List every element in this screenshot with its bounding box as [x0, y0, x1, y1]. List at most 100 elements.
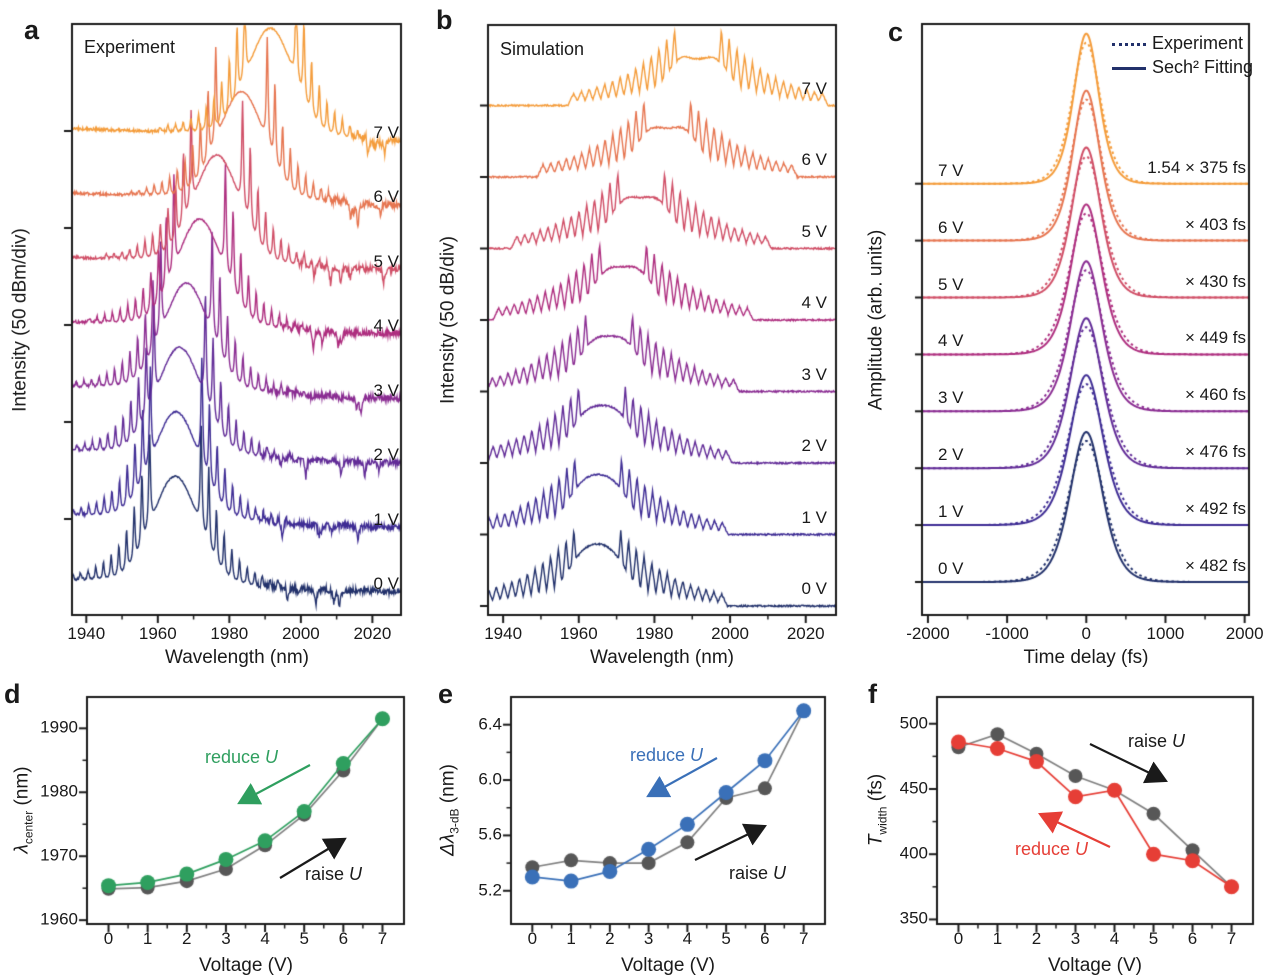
annotation-reduce-u: reduce U [205, 747, 279, 767]
panel-c-plot [860, 0, 1269, 680]
annotation-raise-u: raise U [729, 863, 787, 883]
x-tick-label: 1 [992, 929, 1003, 948]
trace-voltage-label: 4 V [373, 316, 399, 335]
x-tick-label: 2 [605, 929, 615, 948]
y-tick-label: 1980 [40, 781, 78, 801]
trace-voltage-label: 0 V [938, 559, 964, 578]
panel-e-x-axis-label: Voltage (V) [621, 955, 715, 976]
panel-a-title: Experiment [84, 37, 176, 57]
x-tick-label: 0 [1081, 624, 1092, 643]
panel-letter-b: b [436, 5, 453, 35]
x-tick-label: 0 [953, 929, 964, 948]
fit-width-label: 1.54 × 375 fs [1147, 157, 1246, 177]
x-tick-label: 2000 [1225, 624, 1264, 643]
panel-a: a Experiment Intensity (50 dBm/div) Wave… [0, 0, 430, 680]
x-tick-label: 2020 [353, 624, 392, 643]
x-tick-label: 1 [142, 929, 153, 948]
trace-voltage-label: 1 V [938, 502, 964, 522]
x-tick-label: 1980 [635, 624, 674, 643]
x-tick-label: 3 [221, 929, 231, 948]
panel-e-plot [430, 680, 860, 979]
x-tick-label: 1000 [1146, 624, 1185, 643]
x-tick-label: 1940 [484, 624, 523, 643]
x-tick-label: 3 [643, 929, 654, 948]
panel-d: d λcenter (nm) Voltage (V) reduce U rais… [0, 679, 430, 979]
x-tick-label: 2000 [711, 624, 749, 643]
fit-width-label: × 449 fs [1185, 328, 1246, 348]
x-tick-label: 5 [299, 929, 309, 948]
annotation-raise-u: raise U [305, 864, 363, 884]
panel-a-plot [0, 0, 430, 680]
panel-letter-c: c [888, 17, 904, 47]
panel-b-title: Simulation [500, 39, 585, 59]
trace-voltage-label: 2 V [938, 445, 964, 465]
panel-d-y-axis-label: λcenter (nm) [11, 766, 36, 854]
panel-letter-e: e [438, 679, 454, 709]
x-tick-label: 6 [760, 929, 770, 948]
trace-voltage-label: 0 V [801, 579, 827, 598]
x-tick-label: 4 [1109, 929, 1120, 948]
x-tick-label: 6 [1187, 929, 1198, 948]
x-tick-label: 0 [527, 929, 538, 948]
y-tick-label: 1970 [40, 845, 78, 865]
panel-c: c Amplitude (arb. units) Time delay (fs)… [860, 0, 1269, 680]
panel-d-plot [0, 680, 430, 979]
y-tick-label: 5.6 [478, 825, 502, 845]
y-tick-label: 1990 [40, 717, 78, 737]
panel-b-plot [430, 0, 860, 680]
trace-voltage-label: 1 V [373, 509, 399, 529]
x-tick-label: 7 [377, 929, 388, 948]
panel-f-y-axis-label: Twidth (fs) [865, 773, 890, 847]
y-tick-label: 500 [899, 713, 928, 733]
trace-voltage-label: 4 V [801, 293, 827, 312]
trace-voltage-label: 5 V [373, 251, 399, 271]
x-tick-label: 1960 [559, 624, 598, 643]
panel-f: f Twidth (fs) Voltage (V) raise U reduce… [860, 679, 1269, 979]
trace-voltage-label: 5 V [801, 221, 827, 241]
legend-item-experiment: Experiment [1152, 33, 1244, 53]
legend-swatch-dotted [1112, 43, 1146, 46]
x-tick-label: 0 [103, 929, 114, 948]
x-tick-label: 1980 [210, 624, 249, 643]
x-tick-label: 1 [566, 929, 576, 948]
x-tick-label: 1960 [138, 624, 177, 643]
annotation-reduce-u: reduce U [1015, 839, 1089, 859]
trace-voltage-label: 7 V [801, 78, 827, 98]
panel-b: b Simulation Intensity (50 dB/div) Wavel… [430, 0, 860, 680]
fit-width-label: × 460 fs [1185, 385, 1246, 405]
trace-voltage-label: 2 V [373, 445, 399, 464]
y-tick-label: 1960 [40, 909, 78, 929]
trace-voltage-label: 6 V [373, 187, 399, 206]
x-tick-label: 2 [1031, 929, 1042, 948]
y-tick-label: 400 [899, 843, 928, 863]
x-tick-label: 1940 [67, 624, 106, 643]
trace-voltage-label: 6 V [801, 150, 827, 169]
panel-d-x-axis-label: Voltage (V) [199, 955, 293, 976]
panel-e: e Δλ3-dB (nm) Voltage (V) reduce U raise… [430, 679, 860, 979]
annotation-raise-u: raise U [1128, 731, 1186, 751]
x-tick-label: 4 [682, 929, 693, 948]
y-tick-label: 5.2 [478, 880, 502, 900]
panel-b-x-axis-label: Wavelength (nm) [590, 647, 734, 668]
trace-voltage-label: 4 V [938, 331, 964, 351]
x-tick-label: 4 [260, 929, 270, 948]
annotation-reduce-u: reduce U [630, 745, 704, 765]
trace-voltage-label: 1 V [801, 507, 827, 527]
x-tick-label: 2020 [786, 624, 825, 643]
trace-voltage-label: 3 V [801, 364, 827, 384]
trace-voltage-label: 3 V [938, 388, 964, 408]
fit-width-label: × 492 fs [1185, 499, 1246, 519]
fit-width-label: × 482 fs [1185, 556, 1246, 575]
panel-c-y-axis-label: Amplitude (arb. units) [865, 229, 887, 411]
fit-width-label: × 403 fs [1185, 214, 1246, 234]
x-tick-label: -1000 [985, 624, 1029, 643]
y-tick-label: 6.0 [478, 769, 502, 789]
y-tick-label: 350 [899, 909, 928, 929]
panel-e-y-axis-label: Δλ3-dB (nm) [437, 764, 462, 856]
trace-voltage-label: 7 V [373, 122, 399, 142]
panel-letter-a: a [24, 15, 40, 45]
x-tick-label: 7 [798, 929, 809, 948]
panel-a-y-axis-label: Intensity (50 dBm/div) [9, 228, 31, 412]
panel-b-y-axis-label: Intensity (50 dB/div) [437, 236, 459, 404]
